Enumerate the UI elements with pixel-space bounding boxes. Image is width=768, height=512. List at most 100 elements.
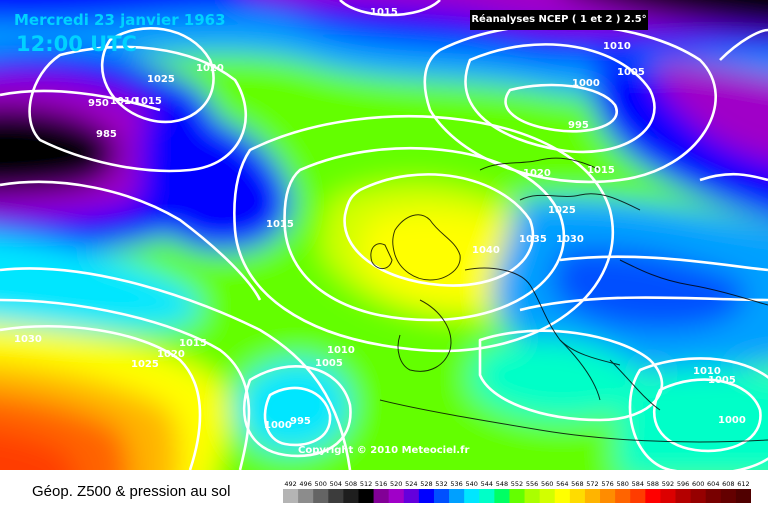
scale-swatch [464,489,480,503]
isobar-label: 1025 [131,359,159,370]
scale-swatch [600,489,616,503]
isobar-label: 1040 [472,245,500,256]
scale-tick-label: 524 [405,480,417,488]
scale-tick-label: 532 [435,480,447,488]
isobar-label: 1015 [587,165,615,176]
map-time: 12:00 UTC [16,32,137,56]
scale-swatch [283,489,299,503]
scale-swatch [328,489,344,503]
scale-tick-label: 584 [632,480,644,488]
isobar-label: 995 [568,120,589,131]
scale-tick-label: 520 [390,480,402,488]
scale-swatch [313,489,329,503]
z500-color-field [0,0,768,470]
isobar-label: 1025 [548,205,576,216]
scale-tick-label: 600 [692,480,704,488]
isobar-label: 1020 [196,63,224,74]
scale-tick-label: 564 [556,480,568,488]
scale-tick-label: 556 [526,480,538,488]
isobar-label: 1025 [147,74,175,85]
scale-swatch [630,489,646,503]
scale-swatch [660,489,677,503]
scale-swatch [449,489,465,503]
isobar-label: 1010 [693,366,721,377]
scale-swatch [433,489,450,503]
scale-swatch [539,489,556,503]
scale-swatch [705,489,722,503]
scale-tick-label: 576 [601,480,613,488]
scale-swatch [403,489,420,503]
scale-tick-label: 612 [737,480,749,488]
scale-swatch [554,489,571,503]
scale-tick-label: 500 [315,480,327,488]
scale-tick-label: 592 [662,480,674,488]
scale-swatch [343,489,359,503]
scale-tick-label: 528 [420,480,432,488]
isobar-label: 1020 [157,349,185,360]
isobar-label: 1030 [556,234,584,245]
isobar-label: 1005 [708,375,736,386]
scale-tick-label: 512 [360,480,372,488]
isobar-label: 950 [88,98,109,109]
isobar-label: 995 [290,416,311,427]
isobar-label: 1015 [266,219,294,230]
scale-tick-label: 496 [299,480,311,488]
scale-swatch [509,489,526,503]
scale-swatch [524,489,541,503]
scale-tick-label: 504 [330,480,342,488]
isobar-label: 1030 [14,334,42,345]
isobar-label: 1005 [315,358,343,369]
scale-swatch [358,489,375,503]
scale-tick-label: 548 [496,480,508,488]
scale-swatch [298,489,314,503]
copyright-notice: Copyright © 2010 Meteociel.fr [298,445,470,456]
scale-tick-label: 516 [375,480,387,488]
legend-title: Géop. Z500 & pression au sol [32,483,231,500]
scale-tick-label: 604 [707,480,719,488]
scale-tick-label: 492 [284,480,296,488]
isobar-label: 985 [96,129,117,140]
scale-swatch [494,489,510,503]
scale-tick-label: 536 [450,480,462,488]
scale-tick-label: 540 [465,480,477,488]
color-scale: 492 496 500 504 508 512 516 520 524 528 532 536 540 5… [283,480,751,503]
isobar-label: 1005 [617,67,645,78]
coastlines [370,157,768,443]
isobar-label: 1000 [572,78,600,89]
scale-swatch [615,489,631,503]
scale-tick-label: 560 [541,480,553,488]
isobar-label: 1015 [370,7,398,18]
isobar-label: 1010 [327,345,355,356]
isobar-label: 1000 [718,415,746,426]
data-source-label: Réanalyses NCEP ( 1 et 2 ) 2.5° [470,10,648,30]
isobar-label: 1010 [110,96,138,107]
isobar-label: 1010 [603,41,631,52]
scale-tick-label: 568 [571,480,583,488]
isobar-label: 1015 [134,96,162,107]
scale-swatch [584,489,601,503]
scale-swatch [690,489,707,503]
isobar-label: 1035 [519,234,547,245]
scale-swatch [720,489,737,503]
scale-swatch [479,489,495,503]
scale-swatch [569,489,586,503]
scale-swatch [373,489,390,503]
isobar-label: 1000 [264,420,292,431]
scale-swatch [388,489,405,503]
scale-swatch [735,489,751,503]
legend-footer: Géop. Z500 & pression au sol 492 496 500 50… [0,470,768,512]
scale-swatch [645,489,661,503]
map-date: Mercredi 23 janvier 1963 [14,11,226,29]
isobar-lines [0,0,768,470]
scale-tick-label: 552 [511,480,523,488]
scale-tick-label: 580 [616,480,628,488]
scale-tick-label: 596 [677,480,689,488]
scale-swatch [675,489,692,503]
isobar-label: 1020 [523,168,551,179]
isobar-label: 1015 [179,338,207,349]
scale-tick-label: 508 [345,480,357,488]
scale-tick-label: 544 [481,480,493,488]
